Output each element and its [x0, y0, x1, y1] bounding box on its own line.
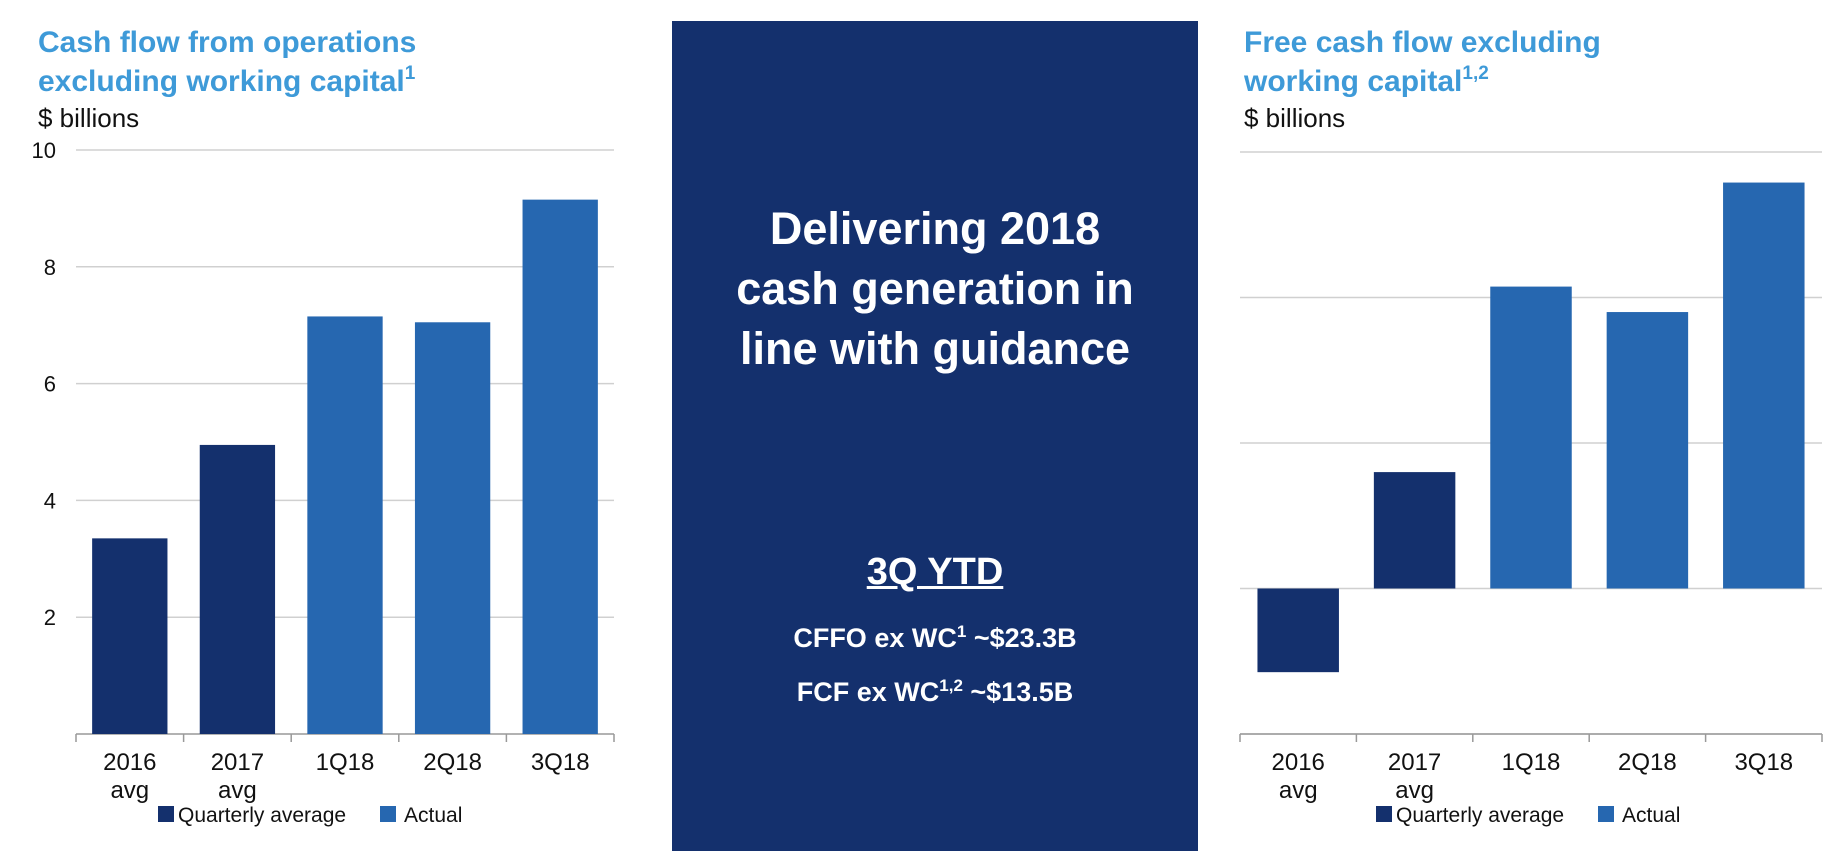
fcf-bar [1257, 588, 1339, 673]
ytd-block: 3Q YTD CFFO ex WC1 ~$23.3B FCF ex WC1,2 … [672, 551, 1198, 716]
fcf-x-tick-label: 2016 avg [1272, 749, 1325, 804]
cfo-bar [199, 444, 276, 734]
fcf-line: FCF ex WC1,2 ~$13.5B [672, 662, 1198, 716]
ytd-heading: 3Q YTD [866, 551, 1004, 593]
cfo-x-tick-label-line: 3Q18 [531, 749, 590, 776]
fcf-x-tick-label-line: 2Q18 [1618, 749, 1677, 776]
cfo-bar [522, 199, 598, 734]
headline-line-2: cash generation in [736, 263, 1134, 314]
fcf-x-tick-label: 2017 avg [1388, 749, 1441, 804]
cfo-bar [414, 322, 491, 734]
cfo-title-text: excluding working capital [38, 65, 405, 98]
cfo-legend-label-quarterly: Quarterly average [178, 804, 346, 827]
fcf-x-tick-label-line: avg [1279, 777, 1318, 804]
fcf-bar [1490, 286, 1572, 589]
cfo-chart: Cash flow from operations excluding worki… [32, 26, 615, 827]
cfo-x-tick-label: 2Q18 [423, 749, 482, 776]
cfo-y-tick-label: 4 [44, 488, 56, 513]
cfo-x-tick-label-line: avg [218, 777, 257, 804]
fcf-x-tick-label-line: avg [1395, 777, 1434, 804]
cfo-y-tick-label: 8 [44, 255, 56, 280]
cfo-x-tick-label-line: 2016 [103, 749, 156, 776]
cffo-value: ~$23.3B [966, 623, 1077, 653]
fcf-units: $ billions [1244, 103, 1345, 133]
fcf-title-footnote: 1,2 [1462, 63, 1488, 84]
cfo-title-line-1: Cash flow from operations [38, 26, 416, 59]
fcf-title-text: working capital [1243, 65, 1462, 98]
cfo-y-tick-label: 6 [44, 372, 56, 397]
cfo-title-footnote: 1 [405, 63, 416, 84]
fcf-x-tick-label-line: 3Q18 [1734, 749, 1793, 776]
fcf-x-tick-label-line: 2016 [1272, 749, 1325, 776]
summary-headline: Delivering 2018 cash generation in line … [672, 199, 1198, 379]
cffo-label: CFFO ex WC [793, 623, 957, 653]
fcf-bar [1373, 472, 1456, 589]
fcf-label: FCF ex WC [796, 677, 940, 707]
cfo-x-tick-label-line: 1Q18 [316, 749, 375, 776]
cfo-units: $ billions [38, 103, 139, 133]
cfo-title-line-2: excluding working capital1 [38, 63, 416, 98]
cfo-x-tick-label: 1Q18 [316, 749, 375, 776]
headline-line-3: line with guidance [739, 323, 1131, 374]
fcf-bar [1723, 182, 1805, 589]
cfo-x-tick-label: 2017 avg [211, 749, 264, 804]
fcf-legend-label-quarterly: Quarterly average [1396, 804, 1564, 827]
cffo-line: CFFO ex WC1 ~$23.3B [672, 608, 1198, 662]
fcf-legend-label-actual: Actual [1622, 804, 1680, 827]
cfo-bar [307, 316, 383, 734]
cfo-bar [92, 538, 168, 734]
cfo-legend-swatch-actual [380, 806, 396, 822]
cfo-legend-label-actual: Actual [404, 804, 462, 827]
cffo-footnote: 1 [956, 622, 967, 641]
cfo-y-tick-label: 2 [44, 605, 56, 630]
cfo-x-tick-label: 3Q18 [531, 749, 590, 776]
cfo-x-tick-label-line: 2017 [211, 749, 264, 776]
cfo-x-tick-label: 2016 avg [103, 749, 156, 804]
cfo-x-tick-label-line: avg [110, 777, 149, 804]
fcf-x-tick-label: 2Q18 [1618, 749, 1677, 776]
cfo-x-tick-label-line: 2Q18 [423, 749, 482, 776]
fcf-x-tick-label-line: 1Q18 [1502, 749, 1561, 776]
fcf-bar [1606, 312, 1689, 589]
headline-line-1: Delivering 2018 [769, 203, 1101, 254]
fcf-legend-swatch-actual [1598, 806, 1614, 822]
fcf-legend-swatch-quarterly [1376, 806, 1392, 822]
fcf-title-line-1: Free cash flow excluding [1244, 26, 1601, 59]
cfo-legend-swatch-quarterly [158, 806, 174, 822]
fcf-value: ~$13.5B [962, 677, 1074, 707]
fcf-x-tick-label-line: 2017 [1388, 749, 1441, 776]
fcf-title-line-2: working capital1,2 [1243, 63, 1489, 98]
fcf-x-tick-label: 3Q18 [1734, 749, 1793, 776]
fcf-x-tick-label: 1Q18 [1502, 749, 1561, 776]
fcf-footnote: 1,2 [939, 676, 963, 695]
cfo-y-tick-label: 10 [32, 138, 56, 163]
summary-panel: Delivering 2018 cash generation in line … [672, 21, 1198, 851]
